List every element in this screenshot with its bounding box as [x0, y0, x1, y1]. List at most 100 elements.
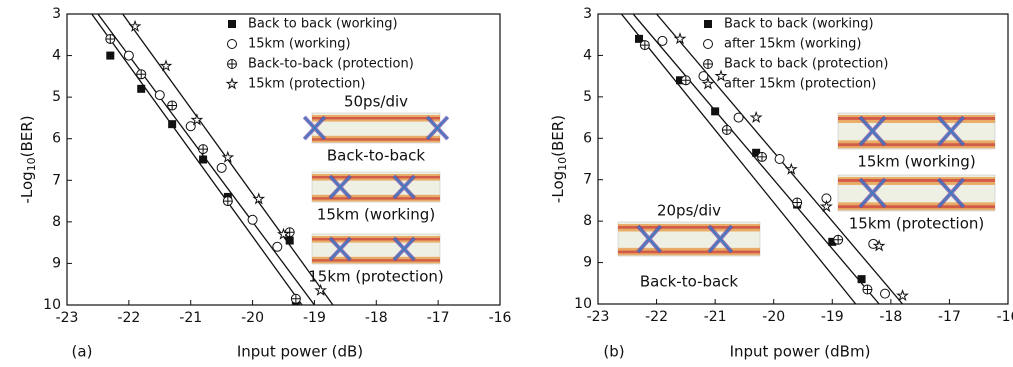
x-tick-label: -18: [365, 310, 388, 326]
marker-circle: [881, 289, 890, 298]
marker-circle-plus: [223, 197, 232, 206]
marker-circle: [699, 72, 708, 81]
x-tick-label: -22: [645, 309, 668, 325]
eye-diagram: [304, 113, 447, 143]
x-tick-label: -17: [938, 309, 961, 325]
legend-marker: [228, 40, 237, 49]
inset-label: Back-to-back: [327, 147, 426, 165]
marker-circle-plus: [793, 198, 802, 207]
y-axis-label-sub: 10: [25, 157, 38, 171]
y-tick-label: 9: [52, 255, 61, 271]
legend-label: Back to back (working): [724, 17, 874, 32]
x-tick-label: -22: [117, 310, 140, 326]
legend-label: after 15km (working): [724, 37, 861, 52]
inset-scale-label: 20ps/div: [657, 202, 721, 220]
marker-star: [130, 21, 140, 30]
marker-circle-plus: [291, 294, 300, 303]
y-tick-label: 10: [43, 297, 61, 313]
legend-marker: [704, 40, 713, 49]
legend-marker: [228, 20, 236, 28]
eye-top-core: [312, 117, 440, 119]
marker-circle: [217, 163, 226, 172]
y-tick-label: 5: [583, 89, 592, 105]
y-axis-label: -Log10(BER): [549, 115, 570, 203]
y-tick-label: 6: [52, 131, 61, 147]
marker-circle: [124, 51, 133, 60]
panel-label: (a): [72, 343, 93, 361]
y-axis-label-end: (BER): [18, 115, 36, 157]
x-tick-label: -17: [427, 310, 450, 326]
x-tick-label: -16: [489, 310, 512, 326]
marker-star: [898, 291, 908, 300]
x-tick-label: -20: [762, 309, 785, 325]
eye-bottom-core: [312, 138, 440, 140]
x-axis-label: Input power (dB): [237, 343, 363, 361]
marker-circle-plus: [137, 70, 146, 79]
y-tick-label: 5: [52, 89, 61, 105]
marker-circle-plus: [834, 235, 843, 244]
y-tick-label: 8: [52, 214, 61, 230]
marker-square: [858, 275, 866, 283]
marker-circle: [155, 91, 164, 100]
panel-label: (b): [603, 343, 624, 361]
y-tick-label: 6: [583, 130, 592, 146]
inset-label: Back-to-back: [640, 273, 739, 291]
y-tick-label: 4: [583, 47, 592, 63]
marker-square: [199, 156, 207, 164]
eye-diagram: [838, 113, 995, 149]
inset-label: 15km (protection): [849, 215, 984, 233]
y-axis-label-sub: 10: [556, 157, 569, 171]
marker-circle: [734, 113, 743, 122]
y-tick-label: 3: [52, 6, 61, 22]
marker-square: [137, 85, 145, 93]
inset-label: 15km (working): [317, 206, 435, 224]
figure: 50ps/div Back-to-back 15km (working) 15km (…: [0, 0, 1013, 367]
marker-circle-plus: [640, 41, 649, 50]
y-tick-label: 3: [583, 6, 592, 22]
inset-label: 15km (protection): [308, 268, 443, 286]
marker-circle: [248, 215, 257, 224]
y-tick-label: 8: [583, 213, 592, 229]
x-tick-label: -21: [704, 309, 727, 325]
inset-scale-label: 50ps/div: [344, 93, 408, 111]
y-axis-label-main: -Log: [549, 171, 567, 203]
y-tick-label: 7: [583, 172, 592, 188]
y-tick-label: 9: [583, 255, 592, 271]
y-axis-label-end: (BER): [549, 115, 567, 157]
marker-square: [286, 237, 294, 245]
eye-diagram: [312, 172, 440, 202]
legend-label: 15km (protection): [248, 77, 365, 92]
y-axis-label-main: -Log: [18, 171, 36, 203]
marker-circle-plus: [863, 285, 872, 294]
x-axis-label: Input power (dBm): [730, 343, 871, 361]
legend-label: Back to back (working): [248, 17, 398, 32]
inset-label: 15km (working): [857, 153, 975, 171]
legend-label: Back to back (protection): [724, 57, 888, 72]
marker-star: [751, 112, 761, 121]
legend-label: Back-to-back (protection): [248, 57, 414, 72]
marker-square: [168, 120, 176, 128]
x-tick-label: -19: [821, 309, 844, 325]
marker-circle: [775, 155, 784, 164]
legend-marker: [704, 20, 712, 28]
marker-square: [106, 52, 114, 60]
legend-marker: [227, 79, 237, 88]
marker-circle-plus: [758, 152, 767, 161]
marker-circle-plus: [106, 34, 115, 43]
y-axis-label: -Log10(BER): [18, 115, 39, 203]
eye-diagram: [618, 222, 760, 256]
x-tick-label: -18: [879, 309, 902, 325]
marker-circle-plus: [168, 101, 177, 110]
x-tick-label: -16: [997, 309, 1013, 325]
marker-square: [711, 107, 719, 115]
x-tick-label: -20: [241, 310, 264, 326]
legend-label: after 15km (protection): [724, 77, 876, 92]
eye-diagram: [838, 175, 995, 211]
legend-marker: [704, 60, 713, 69]
y-tick-label: 4: [52, 48, 61, 64]
y-tick-label: 10: [574, 296, 592, 312]
marker-circle: [658, 36, 667, 45]
x-tick-label: -19: [303, 310, 326, 326]
legend-marker: [228, 60, 237, 69]
x-tick-label: -21: [179, 310, 202, 326]
